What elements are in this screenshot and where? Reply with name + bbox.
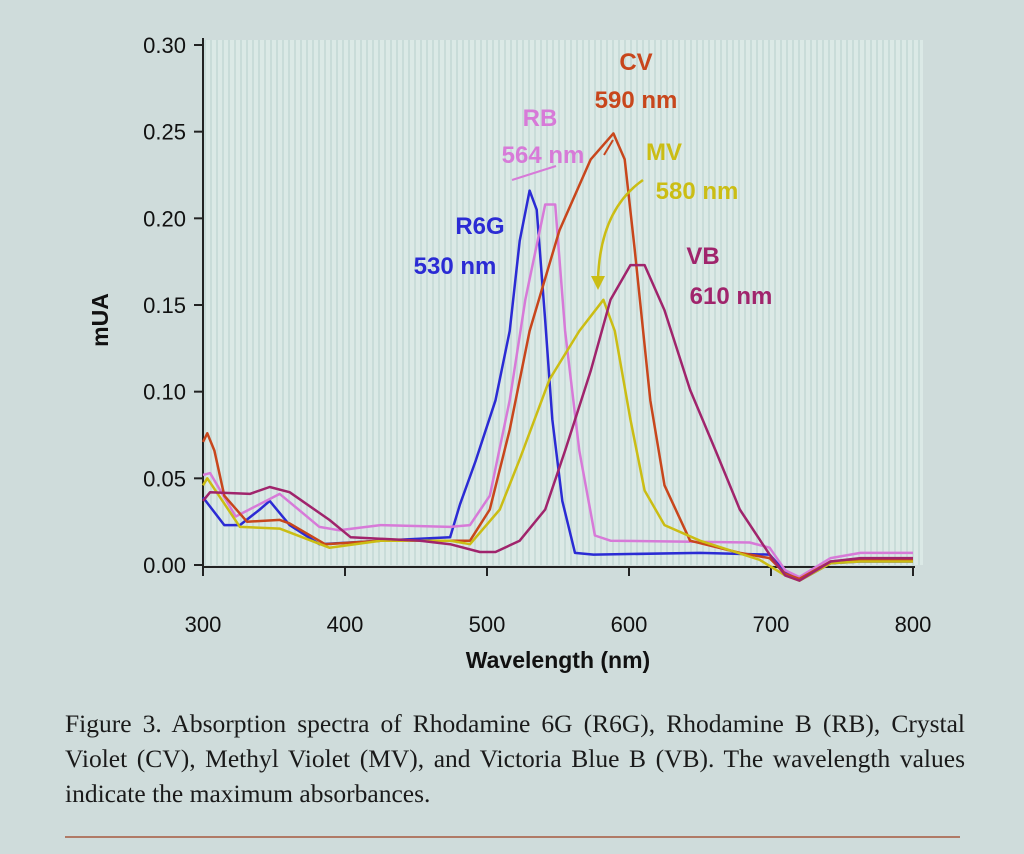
x-tick-label: 700 xyxy=(753,612,790,637)
rb-label: RB xyxy=(523,105,558,132)
y-tick-label: 0.20 xyxy=(143,206,186,231)
rb-peak-label: 564 nm xyxy=(502,142,585,169)
x-tick-label: 800 xyxy=(895,612,932,637)
figure-caption: Figure 3. Absorption spectra of Rhodamin… xyxy=(65,709,965,808)
x-tick-label: 400 xyxy=(327,612,364,637)
series-line-rb xyxy=(202,203,913,579)
y-tick-label: 0.30 xyxy=(143,33,186,58)
y-tick-label: 0.05 xyxy=(143,466,186,491)
absorption-chart: 300 400 500 600 700 800 0.00 0.05 0.10 0.15 0.20 0.… xyxy=(87,33,932,673)
r6g-peak-label: 530 nm xyxy=(414,253,497,280)
series-line-vb xyxy=(202,263,913,582)
mv-label: MV xyxy=(646,139,682,166)
r6g-label: R6G xyxy=(455,213,504,240)
cv-label: CV xyxy=(619,49,652,76)
y-tick-label: 0.15 xyxy=(143,293,186,318)
y-tick-label: 0.10 xyxy=(143,380,186,405)
vb-peak-label: 610 nm xyxy=(690,283,773,310)
x-tick-label: 500 xyxy=(469,612,506,637)
cv-peak-label: 590 nm xyxy=(595,87,678,114)
y-tick-label: 0.00 xyxy=(143,553,186,578)
y-tick-label: 0.25 xyxy=(143,120,186,145)
cv-pointer xyxy=(603,139,614,156)
y-axis-label: mUA xyxy=(87,293,113,347)
x-tick-label: 300 xyxy=(185,612,222,637)
mv-peak-label: 580 nm xyxy=(656,178,739,205)
vb-label: VB xyxy=(686,243,719,270)
axes xyxy=(202,38,915,568)
x-tick-label: 600 xyxy=(611,612,648,637)
x-axis-label: Wavelength (nm) xyxy=(466,647,650,673)
rb-pointer xyxy=(511,165,557,181)
mv-arrowhead-icon xyxy=(591,276,605,290)
mv-arrow xyxy=(596,178,644,281)
caption-rule xyxy=(65,836,960,838)
